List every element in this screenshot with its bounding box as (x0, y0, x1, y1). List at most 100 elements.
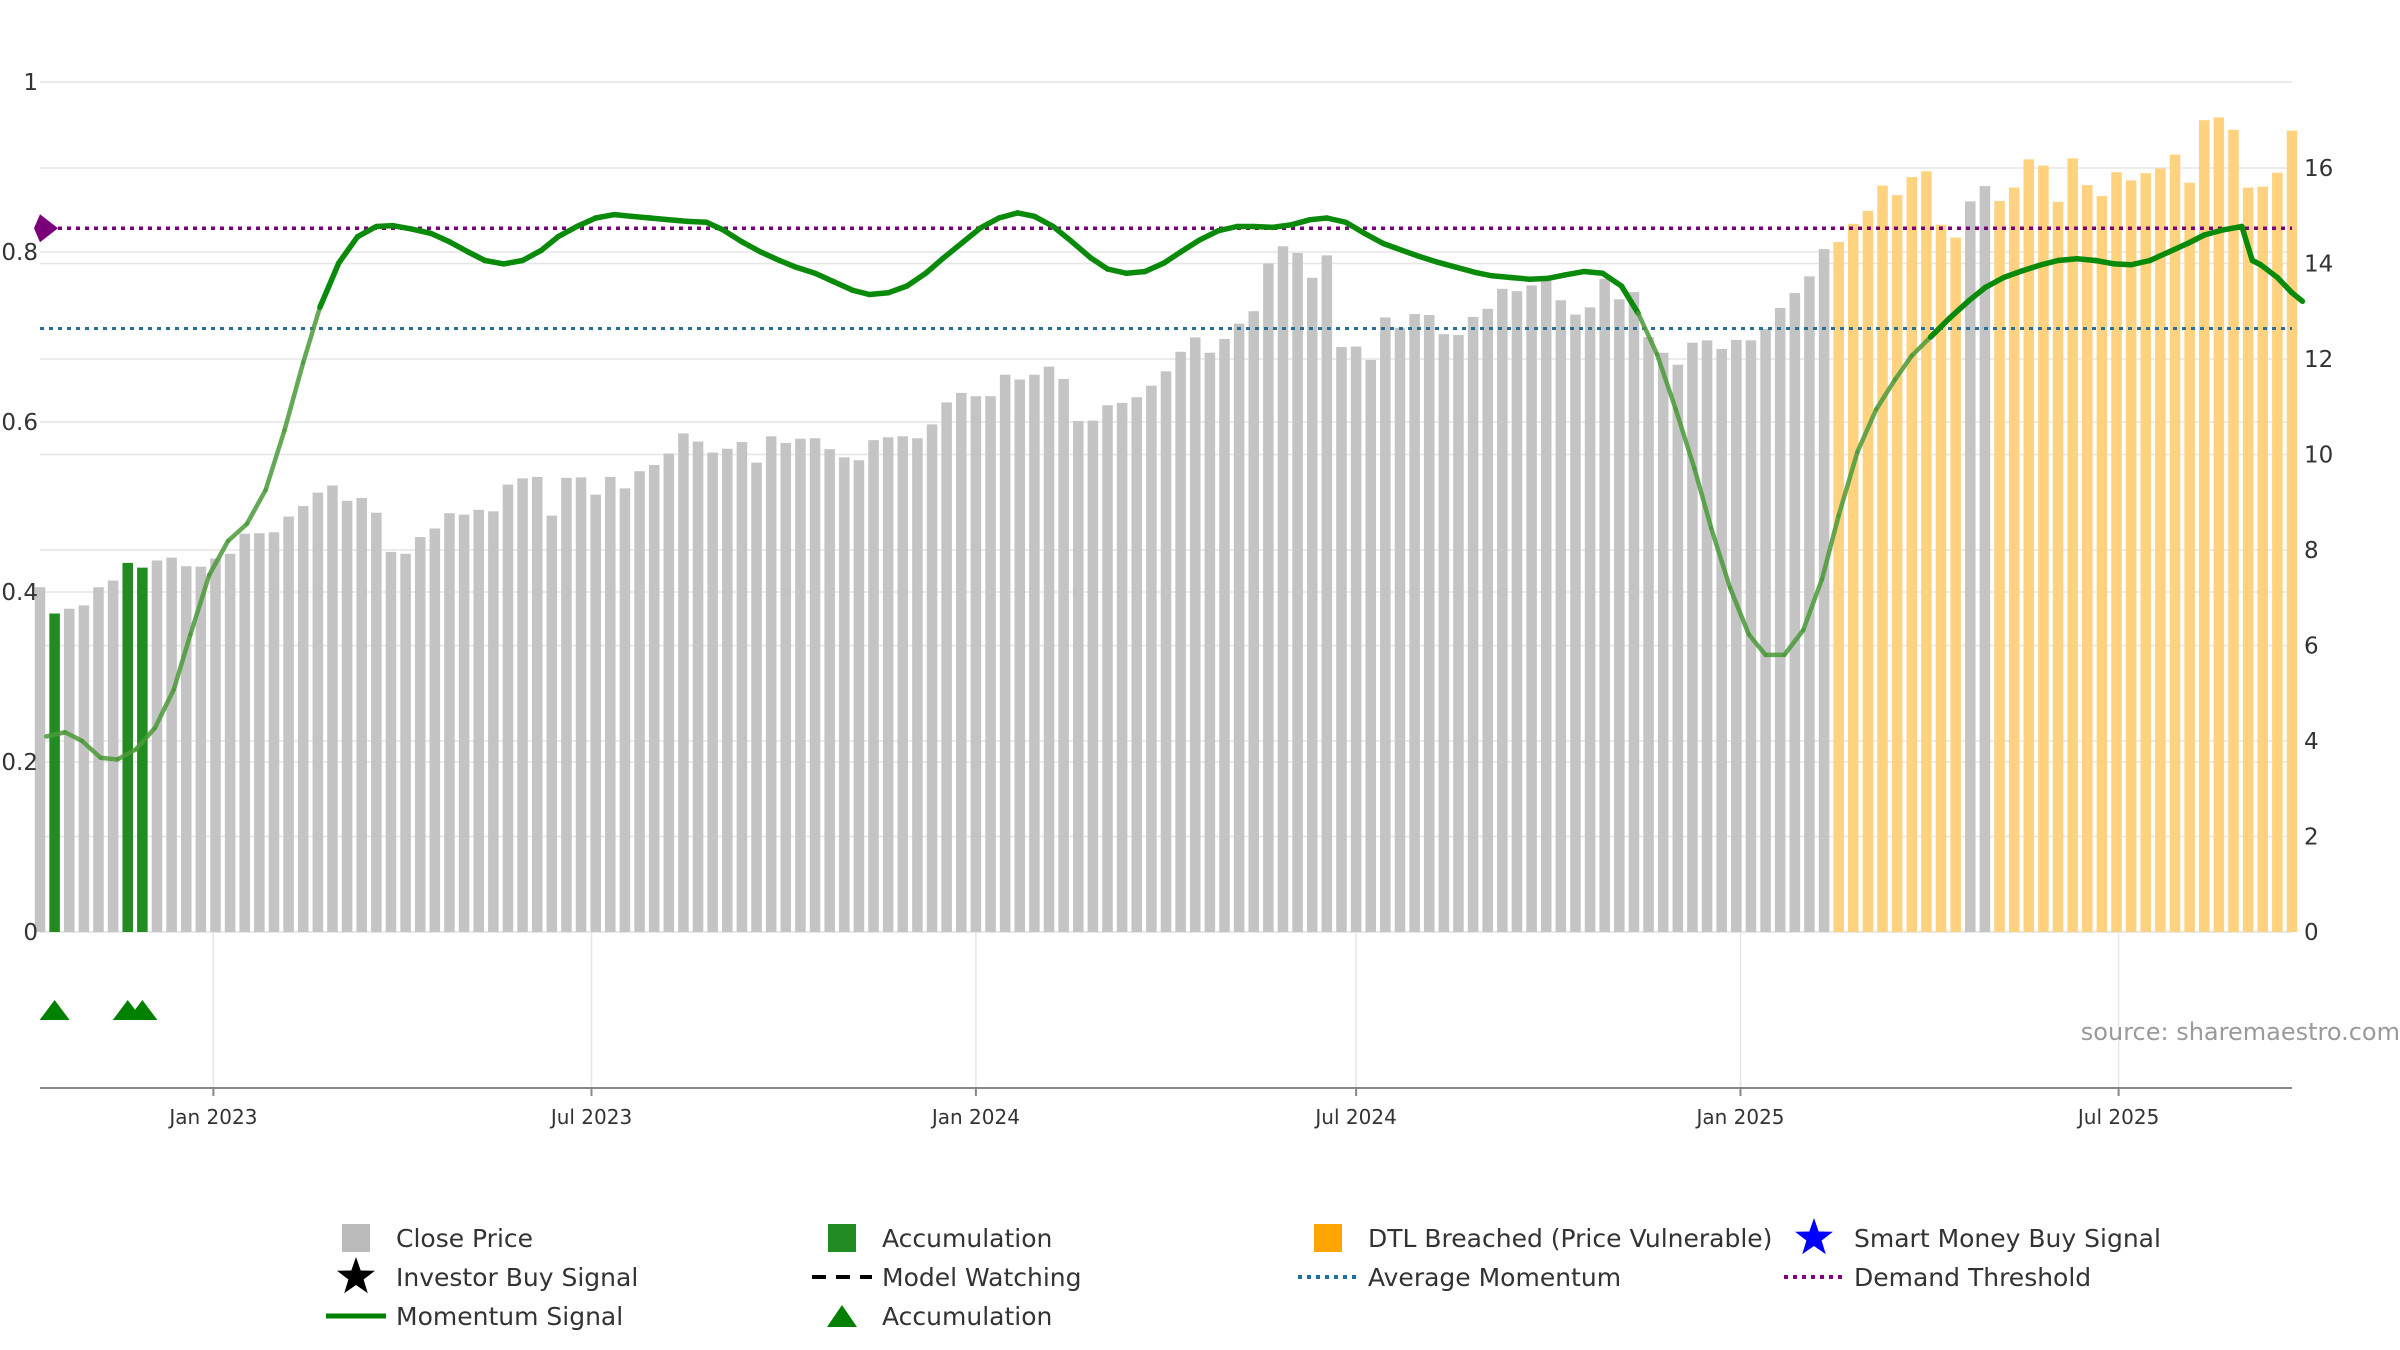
momentum-segment (1965, 284, 1988, 305)
legend-label: DTL Breached (Price Vulnerable) (1368, 1224, 1772, 1253)
momentum-segment (1361, 230, 1387, 247)
dtl-breached-bar (1833, 241, 1844, 932)
legend-icon-star (337, 1257, 375, 1294)
dtl-breached-bar (2228, 129, 2239, 932)
price-bar (63, 608, 75, 932)
momentum-segment (2055, 256, 2080, 264)
momentum-segment (98, 755, 120, 762)
momentum-segment (1399, 247, 1422, 259)
momentum-segment (1161, 249, 1184, 266)
legend-icon-square (342, 1224, 370, 1252)
price-bar (195, 566, 207, 932)
momentum-segment (647, 215, 672, 223)
left-tick-label: 0.6 (1, 410, 38, 436)
momentum-segment (1031, 213, 1056, 230)
dtl-breached-bar (2198, 120, 2210, 932)
dtl-breached-bar (2286, 130, 2298, 932)
right-tick-label: 4 (2304, 729, 2319, 755)
momentum-segment (1250, 223, 1276, 231)
momentum-segment (2239, 223, 2256, 264)
momentum-segment (1453, 264, 1478, 276)
left-tick-label: 0.8 (1, 240, 38, 266)
price-bar (1599, 278, 1610, 932)
momentum-segment (1215, 223, 1240, 234)
price-bar (1116, 402, 1128, 932)
price-bar (1555, 300, 1567, 932)
momentum-segment (831, 279, 856, 293)
momentum-segment (849, 287, 873, 298)
price-bar (1277, 246, 1289, 933)
price-bar (1380, 317, 1391, 932)
momentum-segment (720, 227, 745, 245)
dtl-breached-bar (2184, 182, 2195, 932)
momentum-segment (739, 239, 764, 255)
price-bar (912, 438, 923, 932)
momentum-segment (171, 632, 193, 692)
price-bar (897, 436, 909, 932)
legend-icon-square (828, 1224, 856, 1252)
dtl-breached-bar (2008, 187, 2020, 933)
dtl-breached-bar (1921, 171, 1932, 933)
dtl-breached-bar (2169, 154, 2181, 932)
momentum-segment (373, 222, 396, 230)
momentum-segment (206, 538, 231, 578)
momentum-segment (812, 270, 837, 285)
momentum-segment (188, 572, 212, 637)
x-tick-label: Jul 2023 (549, 1105, 632, 1129)
price-bar (1716, 348, 1727, 932)
momentum-segment (1288, 216, 1313, 228)
dtl-breached-bar (2067, 158, 2078, 933)
momentum-segment (1708, 526, 1733, 590)
momentum-segment (1927, 315, 1953, 340)
price-bar (1979, 186, 1991, 932)
momentum-segment (1782, 628, 1806, 658)
right-tick-label: 2 (2304, 824, 2319, 850)
price-bar (619, 488, 631, 932)
price-bar (853, 460, 865, 932)
momentum-segment (62, 730, 85, 743)
legend-label: Accumulation (882, 1302, 1052, 1331)
momentum-segment (1104, 266, 1130, 276)
momentum-segment (1562, 268, 1587, 278)
legend-icon-square (1314, 1224, 1342, 1252)
momentum-segment (1673, 407, 1697, 471)
momentum-segment (1819, 513, 1841, 582)
momentum-segment (2147, 249, 2172, 264)
momentum-segment (996, 210, 1021, 221)
momentum-segment (2289, 290, 2306, 305)
momentum-segment (409, 226, 434, 237)
momentum-segment (793, 264, 818, 276)
price-bar (839, 457, 850, 932)
price-bar (941, 402, 952, 932)
momentum-segment (1526, 275, 1552, 282)
price-bar (868, 440, 879, 932)
momentum-segment (1177, 237, 1203, 255)
momentum-segment (1982, 274, 2007, 291)
x-tick-label: Jul 2025 (2076, 1105, 2159, 1129)
price-bar (1102, 405, 1113, 933)
legend-label: Accumulation (882, 1224, 1052, 1253)
price-bar (283, 516, 294, 932)
momentum-segment (977, 215, 1002, 231)
momentum-segment (225, 521, 250, 544)
momentum-segment (2019, 262, 2045, 274)
momentum-segment (1874, 377, 1898, 412)
momentum-segment (885, 283, 910, 296)
price-bar (1467, 316, 1479, 932)
momentum-segment (592, 211, 618, 221)
momentum-segment (244, 487, 268, 527)
momentum-segment (866, 290, 891, 298)
price-bar (634, 471, 645, 932)
price-bar (1350, 346, 1362, 933)
momentum-segment (2074, 256, 2099, 264)
momentum-segment (1088, 255, 1111, 272)
x-tick-label: Jan 2025 (1694, 1105, 1784, 1129)
momentum-segment (1654, 351, 1678, 412)
demand-threshold-marker (34, 214, 58, 243)
price-bar (1043, 366, 1055, 932)
momentum-segment (2220, 223, 2245, 233)
price-bar (970, 396, 982, 932)
price-bar (93, 587, 104, 932)
price-bar (1409, 314, 1420, 933)
right-tick-label: 0 (2304, 920, 2319, 946)
